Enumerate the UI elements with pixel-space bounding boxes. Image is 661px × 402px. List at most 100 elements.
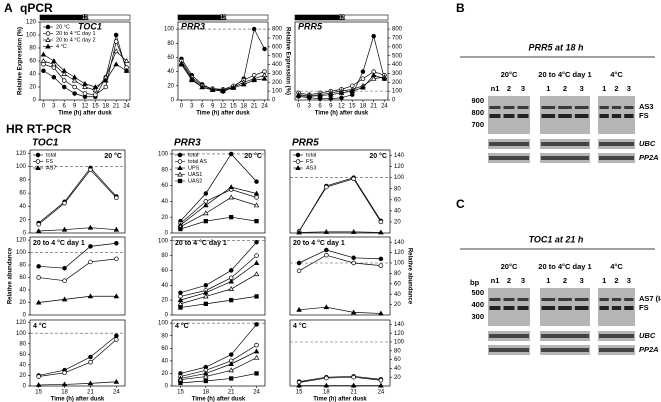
control-band	[489, 156, 529, 160]
section-label: qPCR	[20, 1, 53, 15]
data-point	[378, 256, 384, 262]
data-point	[178, 305, 183, 310]
data-point	[203, 283, 209, 288]
y-tick-label: 0	[165, 384, 169, 390]
gel-band	[503, 306, 515, 310]
data-point	[351, 260, 356, 266]
data-point	[339, 95, 344, 101]
x-tick-label: 15	[296, 390, 303, 396]
data-point	[228, 352, 234, 357]
data-point	[61, 84, 67, 90]
data-point	[88, 167, 93, 173]
series-line	[38, 258, 117, 282]
series-line	[38, 167, 117, 224]
control-band	[489, 334, 529, 338]
lane-label: 3	[627, 84, 631, 93]
lane-label: 2	[614, 84, 618, 93]
series-line	[180, 273, 257, 305]
legend-label: total	[188, 152, 198, 158]
data-point	[36, 222, 41, 227]
data-point	[88, 244, 93, 249]
legend-label: total AS	[188, 159, 207, 165]
x-axis-label: Time (h) after dusk	[51, 397, 105, 402]
gel-band	[489, 114, 501, 118]
x-tick-label: 21	[87, 390, 94, 396]
data-point	[61, 71, 68, 76]
data-point	[228, 151, 234, 157]
y2-tick-label: 400	[272, 62, 283, 68]
condition-label: 4 °C	[175, 322, 189, 330]
data-point	[338, 90, 345, 95]
data-point	[82, 80, 88, 86]
lane-label: 1	[602, 276, 606, 285]
x-tick-label: 9	[329, 104, 333, 110]
data-point	[350, 228, 357, 234]
size-unit: bp	[470, 278, 480, 287]
data-point	[113, 293, 120, 299]
y-tick-label: 800	[392, 27, 403, 33]
y-axis-label: Relative abundance	[406, 248, 412, 305]
x-tick-label: 18	[202, 390, 209, 396]
gel-band	[503, 114, 515, 118]
legend-marker	[35, 159, 41, 164]
data-point	[253, 260, 260, 265]
size-label: 300	[471, 312, 484, 321]
data-point	[87, 224, 94, 230]
x-tick-label: 24	[381, 104, 388, 110]
data-point	[254, 179, 259, 184]
x-tick-label: 24	[113, 390, 120, 396]
y-tick-label: 80	[394, 271, 401, 277]
series-line	[299, 376, 381, 383]
y-tick-label: 100	[164, 27, 175, 33]
data-point	[113, 226, 120, 232]
y-tick-label: 40	[19, 362, 26, 368]
control-band	[599, 334, 634, 338]
data-point	[350, 382, 357, 388]
panel-label: B	[456, 1, 465, 15]
bar-label: 12	[220, 15, 226, 21]
x-tick-label: 6	[201, 104, 205, 110]
series-line	[298, 178, 382, 232]
lane-label: n1	[491, 276, 500, 285]
legend-marker	[45, 31, 51, 36]
y-tick-label: 60	[19, 191, 26, 197]
gel-band	[517, 298, 529, 301]
y-tick-label: 60	[394, 357, 401, 363]
y-tick-label: 120	[16, 151, 27, 157]
series-line	[180, 186, 257, 226]
data-point	[296, 268, 302, 274]
data-point	[228, 361, 234, 366]
y-tick-label: 80	[394, 186, 401, 192]
gel-band	[599, 114, 609, 118]
series-line	[180, 153, 257, 222]
legend-marker	[177, 152, 183, 158]
dark-bar	[40, 15, 85, 20]
legend-label: 4 °C	[56, 44, 67, 50]
gel-band	[624, 298, 634, 301]
condition-label: 20 to 4 °C day 1	[175, 239, 227, 247]
control-band	[541, 334, 589, 338]
control-band	[599, 142, 634, 146]
lane-label: 2	[614, 276, 618, 285]
data-point	[228, 194, 234, 200]
y-tick-label: 100	[16, 164, 27, 170]
data-point	[328, 96, 334, 101]
group-label: 4°C	[610, 70, 623, 79]
data-point	[349, 88, 356, 94]
data-point	[240, 81, 247, 87]
data-point	[360, 76, 366, 81]
y-tick-label: 0	[23, 231, 27, 237]
data-point	[295, 92, 302, 98]
y-tick-label: 40	[394, 366, 401, 372]
data-point	[228, 367, 234, 373]
legend-marker	[35, 165, 41, 170]
band-label: AS3	[639, 102, 654, 111]
x-tick-label: 15	[177, 390, 184, 396]
legend-marker	[35, 152, 41, 158]
panel-label: C	[456, 197, 465, 211]
data-point	[370, 75, 377, 81]
series-line	[38, 335, 117, 376]
data-point	[296, 382, 302, 388]
control-label: UBC	[639, 139, 656, 148]
data-point	[360, 69, 366, 74]
